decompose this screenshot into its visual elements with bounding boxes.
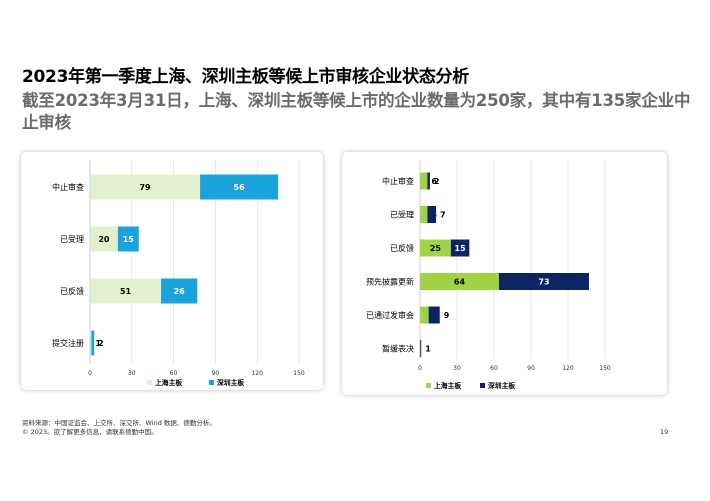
category-label: 已反馈 (390, 243, 414, 253)
legend-swatch (147, 380, 152, 385)
bar-segment (427, 206, 437, 223)
x-tick-label: 150 (599, 365, 611, 372)
data-label: 56 (234, 183, 246, 192)
data-label: 73 (538, 278, 549, 287)
bar-segment (90, 278, 162, 304)
data-label: 2 (98, 339, 104, 348)
bar-segment (420, 206, 428, 223)
page-subtitle: 截至2023年3月31日，上海、深圳主板等候上市的企业数量为250家，其中有13… (22, 91, 691, 132)
bar-segment (420, 306, 429, 324)
x-tick-label: 120 (562, 365, 574, 372)
category-label: 中止审查 (52, 182, 84, 192)
bar-segment (200, 174, 279, 200)
data-label: 64 (454, 278, 466, 287)
category-label: 中止审查 (382, 176, 414, 186)
data-label: 20 (98, 235, 110, 244)
bar-segment (91, 330, 95, 356)
data-label: 1 (95, 339, 101, 348)
bar-segment (90, 330, 92, 356)
bar-segment (450, 239, 470, 257)
page-number: 19 (660, 428, 669, 436)
legend-label: 上海主板 (155, 378, 182, 387)
data-label: 15 (455, 244, 467, 253)
legend-swatch (480, 383, 485, 388)
category-label: 提交注册 (52, 338, 84, 348)
bar-segment (420, 172, 428, 190)
legend-label: 深圳主板 (217, 378, 244, 387)
chart-panel-2022: 2022年第一季度新股审核状况0306090120150中止审查62已受理67已… (342, 152, 667, 395)
legend-label: 深圳主板 (488, 381, 515, 390)
bar-segment (498, 273, 589, 290)
category-label: 预先披露更新 (366, 277, 414, 287)
legend-swatch (209, 380, 214, 385)
x-tick-label: 90 (527, 365, 535, 372)
x-tick-label: 60 (170, 370, 178, 377)
x-tick-label: 0 (418, 365, 422, 372)
data-label: 1 (425, 345, 431, 354)
chart-panel-2023: 2023年第一季度新股审核状况0306090120150中止审查7956已受理2… (21, 152, 323, 390)
legend-label: 上海主板 (434, 381, 461, 390)
data-label: 6 (431, 177, 437, 186)
x-tick-label: 60 (490, 365, 498, 372)
bar-segment (161, 278, 198, 304)
data-label: 79 (139, 183, 151, 192)
page-title: 2023年第一季度上海、深圳主板等候上市审核企业状态分析 (22, 67, 469, 87)
data-label: 25 (430, 244, 442, 253)
data-label: 9 (444, 311, 450, 320)
category-label: 已受理 (60, 234, 84, 244)
data-label: 51 (120, 287, 132, 296)
data-label: 7 (440, 211, 446, 220)
bar-segment (90, 226, 118, 252)
bar-segment (117, 226, 139, 252)
bar-segment (420, 340, 422, 357)
copyright-note: © 2023。欲了解更多信息，请联系德勤中国。 (22, 428, 158, 436)
x-tick-label: 120 (251, 370, 263, 377)
chart-2023-q1: 2023年第一季度新股审核状况0306090120150中止审查7956已受理2… (52, 160, 305, 387)
x-tick-label: 30 (453, 365, 461, 372)
category-label: 暂缓表决 (382, 344, 414, 354)
bar-segment (420, 273, 499, 290)
chart-2022-q1: 2022年第一季度新股审核状况0306090120150中止审查62已受理67已… (366, 160, 611, 390)
bar-segment (90, 174, 201, 200)
source-note: 资料来源：中国证监会、上交所、深交所、Wind 数据、德勤分析。 (22, 419, 216, 427)
bar-segment (428, 306, 440, 324)
x-tick-label: 0 (88, 370, 92, 377)
category-label: 已通过发审会 (366, 310, 414, 320)
legend-swatch (426, 383, 431, 388)
x-tick-label: 30 (128, 370, 136, 377)
data-label: 26 (174, 287, 186, 296)
category-label: 已反馈 (60, 286, 84, 296)
bar-segment (420, 239, 451, 257)
data-label: 2 (434, 177, 440, 186)
x-tick-label: 150 (293, 370, 305, 377)
x-tick-label: 90 (212, 370, 220, 377)
bar-segment (427, 172, 430, 190)
data-label: 15 (123, 235, 135, 244)
category-label: 已受理 (390, 210, 414, 220)
